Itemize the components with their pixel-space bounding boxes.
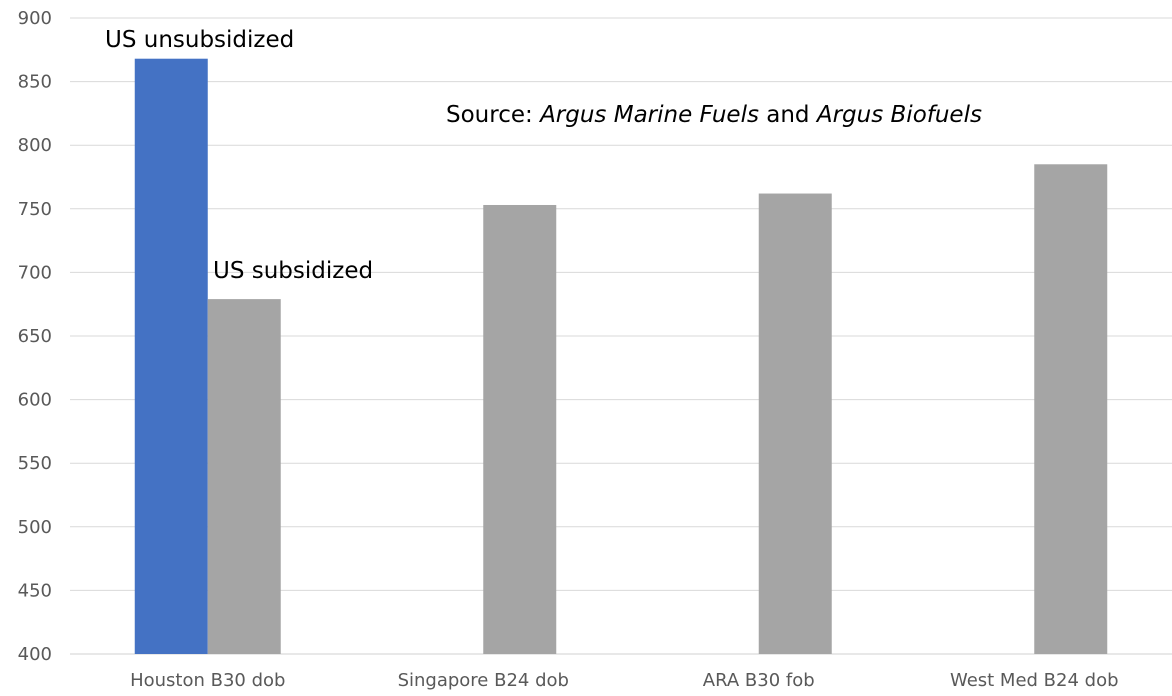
annotation-us-unsubsidized: US unsubsidized [105,27,294,53]
y-tick-label: 400 [18,644,52,665]
y-tick-label: 600 [18,390,52,411]
x-category-label: Singapore B24 dob [398,670,569,691]
y-tick-label: 550 [18,453,52,474]
x-category-label: ARA B30 fob [703,670,815,691]
annotation-us-subsidized: US subsidized [213,258,373,284]
bar-ara-b30-fob-series-1 [758,193,832,654]
bar-houston-b30-dob-series-0 [134,58,208,655]
y-tick-label: 750 [18,199,52,220]
y-tick-label: 500 [18,517,52,538]
bar-west-med-b24-dob-series-1 [1034,164,1108,654]
annotations: US unsubsidized US subsidized Source: Ar… [105,27,982,284]
bars [134,58,1108,655]
bar-singapore-b24-dob-series-1 [483,204,557,654]
bar-houston-b30-dob-series-1 [207,299,281,654]
y-tick-label: 650 [18,326,52,347]
x-axis-categories: Houston B30 dob Singapore B24 dob ARA B30 … [130,670,1118,691]
y-tick-label: 800 [18,135,52,156]
source-argus-marine-fuels: Argus Marine Fuels [538,102,759,128]
y-tick-label: 450 [18,580,52,601]
y-tick-label: 850 [18,72,52,93]
y-axis-ticks: 400 450 500 550 600 650 700 750 800 850 900 [18,8,52,665]
y-tick-label: 700 [18,262,52,283]
y-tick-label: 900 [18,8,52,29]
source-argus-biofuels: Argus Biofuels [815,102,982,128]
x-category-label: West Med B24 dob [950,670,1119,691]
source-connector: and [759,102,817,128]
source-prefix: Source: [446,102,540,128]
x-category-label: Houston B30 dob [130,670,285,691]
source-note: Source: Argus Marine Fuels and Argus Bio… [446,102,982,128]
